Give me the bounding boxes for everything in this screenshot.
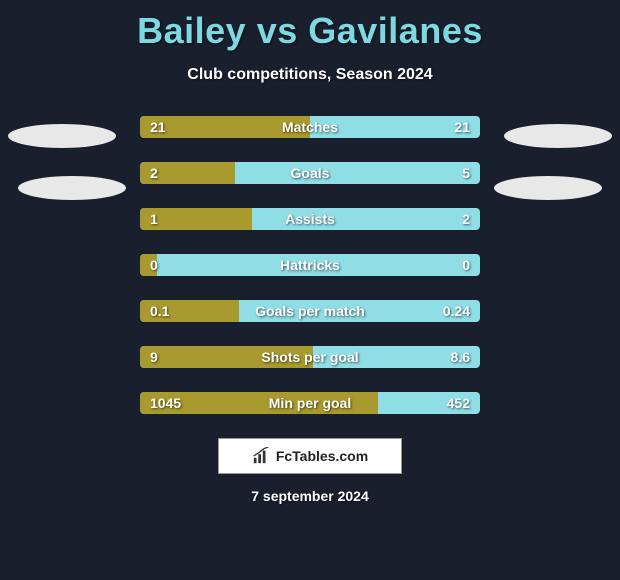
bar-right-value: 21 (454, 119, 470, 135)
bar-right-value: 0 (462, 257, 470, 273)
bar-stat-label: Shots per goal (261, 349, 358, 365)
bar-stat-label: Goals (291, 165, 330, 181)
comparison-bars: 21 21 Matches 2 5 Goals 1 2 Assists 0 0 Hattricks 0.… (0, 116, 620, 414)
bar-stat-label: Assists (285, 211, 335, 227)
chart-icon (252, 447, 270, 465)
bar-row: 9 8.6 Shots per goal (140, 346, 480, 368)
bar-right-value: 452 (447, 395, 470, 411)
bar-row: 21 21 Matches (140, 116, 480, 138)
bar-left-value: 0.1 (150, 303, 169, 319)
bar-stat-label: Hattricks (280, 257, 340, 273)
page-title: Bailey vs Gavilanes (137, 10, 483, 52)
bar-right-value: 0.24 (443, 303, 470, 319)
bar-right-value: 2 (462, 211, 470, 227)
bar-row: 1 2 Assists (140, 208, 480, 230)
bar-right-value: 8.6 (451, 349, 470, 365)
bar-row: 0 0 Hattricks (140, 254, 480, 276)
bar-left-value: 1 (150, 211, 158, 227)
brand-badge[interactable]: FcTables.com (218, 438, 402, 474)
bar-stat-label: Matches (282, 119, 338, 135)
brand-text: FcTables.com (276, 448, 368, 464)
bar-stat-label: Goals per match (255, 303, 365, 319)
page-subtitle: Club competitions, Season 2024 (187, 66, 432, 84)
bar-row: 1045 452 Min per goal (140, 392, 480, 414)
bar-stat-label: Min per goal (269, 395, 351, 411)
infographic-container: Bailey vs Gavilanes Club competitions, S… (0, 0, 620, 580)
bar-left-value: 0 (150, 257, 158, 273)
bar-row: 2 5 Goals (140, 162, 480, 184)
bar-left-value: 9 (150, 349, 158, 365)
footer-date: 7 september 2024 (251, 488, 369, 504)
bar-right-value: 5 (462, 165, 470, 181)
bar-row: 0.1 0.24 Goals per match (140, 300, 480, 322)
bar-left-value: 2 (150, 165, 158, 181)
bar-left-value: 1045 (150, 395, 181, 411)
bar-left-value: 21 (150, 119, 166, 135)
